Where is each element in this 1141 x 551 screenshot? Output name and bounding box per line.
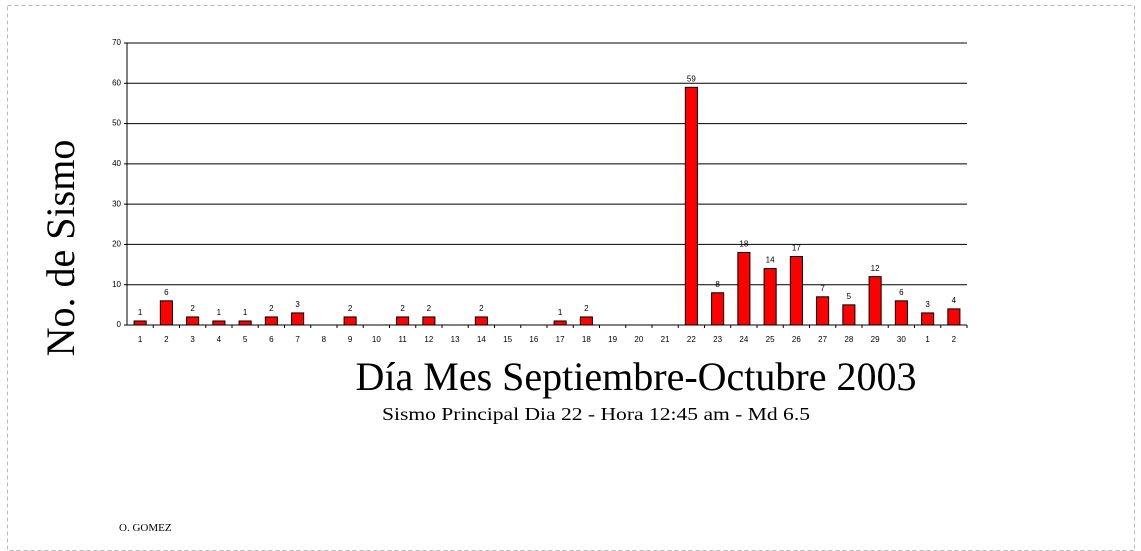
value-label: 2 xyxy=(479,304,484,313)
y-axis-label: No. de Sismo xyxy=(38,140,83,357)
value-label: 1 xyxy=(243,308,248,317)
x-tick-label: 22 xyxy=(687,335,696,344)
value-label: 2 xyxy=(400,304,405,313)
bar xyxy=(159,300,173,326)
value-label: 14 xyxy=(766,256,775,265)
y-tick-label: 0 xyxy=(117,320,122,329)
x-tick-label: 2 xyxy=(952,335,957,344)
x-tick-label: 19 xyxy=(608,335,617,344)
bar xyxy=(737,251,751,326)
value-label: 2 xyxy=(269,304,274,313)
value-label: 12 xyxy=(871,264,880,273)
value-label: 1 xyxy=(138,308,143,317)
value-label: 7 xyxy=(820,284,825,293)
x-tick-label: 16 xyxy=(529,335,538,344)
value-label: 4 xyxy=(952,296,957,305)
value-label: 2 xyxy=(348,304,353,313)
bar xyxy=(684,86,698,326)
value-label: 2 xyxy=(190,304,195,313)
x-axis-label: Día Mes Septiembre-Octubre 2003 xyxy=(356,354,917,399)
x-tick-label: 12 xyxy=(424,335,433,344)
bar xyxy=(894,300,908,326)
x-tick-label: 13 xyxy=(451,335,460,344)
annotation: O. GOMEZ xyxy=(119,522,172,534)
y-tick-label: 10 xyxy=(112,280,121,289)
x-tick-label: 6 xyxy=(269,335,274,344)
x-tick-label: 2 xyxy=(164,335,169,344)
y-tick-label: 20 xyxy=(112,240,121,249)
bar xyxy=(842,304,856,326)
y-tick-label: 30 xyxy=(112,199,121,208)
value-label: 6 xyxy=(899,288,904,297)
bar xyxy=(264,316,278,326)
value-label: 3 xyxy=(295,300,300,309)
x-tick-label: 29 xyxy=(871,335,880,344)
value-label: 3 xyxy=(925,300,930,309)
value-label: 6 xyxy=(164,288,169,297)
bar xyxy=(711,292,725,326)
value-label: 2 xyxy=(584,304,589,313)
value-label: 17 xyxy=(792,244,801,253)
x-tick-label: 26 xyxy=(792,335,801,344)
value-label: 59 xyxy=(687,74,696,83)
x-tick-label: 14 xyxy=(477,335,486,344)
bar xyxy=(133,320,147,326)
bar xyxy=(186,316,200,326)
x-tick-label: 5 xyxy=(243,335,248,344)
x-tick-label: 27 xyxy=(818,335,827,344)
value-label: 1 xyxy=(217,308,222,317)
x-tick-label: 23 xyxy=(713,335,722,344)
page-border xyxy=(7,5,1135,551)
bar xyxy=(816,296,830,326)
x-tick-label: 21 xyxy=(661,335,670,344)
value-label: 18 xyxy=(739,240,748,249)
bar xyxy=(291,312,305,326)
y-tick-label: 60 xyxy=(112,78,121,87)
bar xyxy=(212,320,226,326)
bar xyxy=(474,316,488,326)
bar xyxy=(789,256,803,326)
bar xyxy=(579,316,593,326)
value-label: 5 xyxy=(847,292,852,301)
y-tick-label: 40 xyxy=(112,159,121,168)
x-tick-label: 1 xyxy=(925,335,930,344)
bar xyxy=(947,308,961,326)
value-label: 2 xyxy=(427,304,432,313)
bar xyxy=(422,316,436,326)
x-tick-label: 20 xyxy=(634,335,643,344)
x-tick-label: 18 xyxy=(582,335,591,344)
x-tick-label: 7 xyxy=(295,335,300,344)
x-tick-label: 1 xyxy=(138,335,143,344)
subtitle: Sismo Principal Dia 22 - Hora 12:45 am -… xyxy=(382,404,810,424)
bar xyxy=(868,276,882,326)
x-tick-label: 9 xyxy=(348,335,353,344)
y-tick-label: 50 xyxy=(112,119,121,128)
x-tick-label: 24 xyxy=(739,335,748,344)
x-tick-label: 11 xyxy=(398,335,407,344)
x-tick-label: 10 xyxy=(372,335,381,344)
x-tick-label: 28 xyxy=(844,335,853,344)
bar xyxy=(553,320,567,326)
value-label: 1 xyxy=(558,308,563,317)
x-tick-label: 25 xyxy=(766,335,775,344)
y-tick-label: 70 xyxy=(112,38,121,47)
bar xyxy=(343,316,357,326)
bar xyxy=(921,312,935,326)
bar xyxy=(763,268,777,326)
bar xyxy=(396,316,410,326)
x-tick-label: 3 xyxy=(190,335,195,344)
value-label: 8 xyxy=(715,280,720,289)
x-tick-label: 17 xyxy=(556,335,565,344)
x-tick-label: 15 xyxy=(503,335,512,344)
x-tick-label: 4 xyxy=(217,335,222,344)
bar xyxy=(238,320,252,326)
x-tick-label: 8 xyxy=(322,335,327,344)
x-tick-label: 30 xyxy=(897,335,906,344)
